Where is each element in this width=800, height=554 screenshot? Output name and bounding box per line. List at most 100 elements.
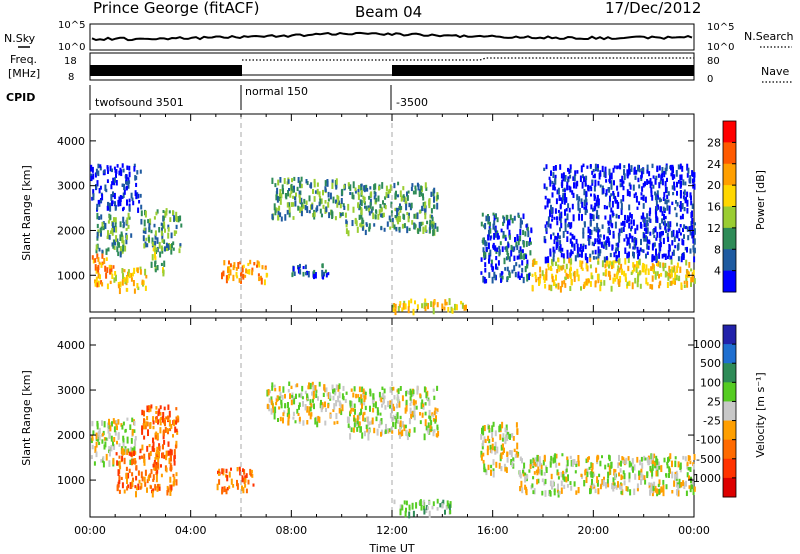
echo-cell — [580, 473, 583, 478]
echo-cell — [428, 500, 430, 505]
echo-cell — [226, 474, 229, 482]
echo-cell — [520, 480, 523, 488]
x-tick-label: 12:00 — [376, 524, 408, 537]
echo-cell — [149, 405, 152, 412]
y-tick-label: 3000 — [57, 384, 85, 397]
echo-cell — [412, 190, 415, 195]
echo-cell — [396, 412, 399, 419]
echo-cell — [511, 461, 514, 468]
echo-cell — [597, 251, 600, 259]
echo-cell — [516, 453, 519, 458]
echo-cell — [634, 175, 637, 180]
echo-cell — [364, 393, 367, 400]
echo-cell — [560, 266, 563, 271]
echo-cell — [564, 218, 567, 223]
echo-cell — [146, 421, 149, 427]
echo-cell — [173, 215, 176, 222]
echo-cell — [662, 479, 665, 485]
echo-cell — [140, 210, 143, 217]
station-title: Prince George (fitACF) — [93, 0, 259, 17]
echo-cell — [362, 195, 365, 200]
echo-cell — [274, 388, 277, 392]
echo-cell — [413, 427, 416, 433]
y-tick-label: 1000 — [57, 474, 85, 487]
echo-cell — [368, 207, 371, 213]
echo-cell — [549, 248, 552, 255]
echo-cell — [630, 227, 632, 232]
echo-cell — [597, 214, 600, 220]
echo-cell — [416, 385, 419, 392]
echo-cell — [387, 400, 390, 408]
echo-cell — [505, 256, 508, 261]
echo-cell — [555, 243, 558, 250]
echo-cell — [548, 176, 551, 180]
echo-cell — [99, 227, 102, 233]
echo-cell — [494, 448, 497, 455]
echo-cell — [133, 288, 136, 294]
echo-cell — [671, 240, 674, 246]
echo-cell — [656, 488, 659, 494]
echo-cell — [612, 167, 615, 173]
echo-cell — [674, 471, 677, 476]
echo-cell — [153, 223, 156, 228]
freq-bar-segment-1 — [90, 65, 242, 76]
echo-cell — [354, 408, 356, 415]
echo-cell — [484, 262, 487, 268]
echo-cell — [534, 463, 537, 467]
echo-cell — [515, 241, 518, 248]
echo-cell — [639, 247, 642, 252]
echo-cell — [584, 194, 587, 202]
echo-cell — [160, 473, 163, 478]
echo-cell — [613, 180, 615, 186]
echo-cell — [620, 485, 623, 491]
echo-cell — [661, 167, 664, 173]
echo-cell — [352, 392, 355, 398]
echo-cell — [359, 426, 362, 433]
echo-cell — [411, 220, 414, 225]
echo-cell — [579, 175, 582, 183]
echo-cell — [168, 457, 171, 465]
echo-cell — [434, 419, 437, 424]
x-tick-label: 16:00 — [477, 524, 509, 537]
echo-cell — [569, 186, 572, 193]
echo-cell — [564, 178, 567, 182]
echo-cell — [292, 195, 295, 199]
echo-cell — [343, 205, 346, 210]
echo-cell — [238, 466, 241, 470]
echo-cell — [687, 235, 690, 241]
echo-cell — [676, 233, 679, 238]
echo-cell — [139, 193, 142, 198]
echo-cell — [579, 260, 582, 268]
echo-cell — [126, 449, 129, 455]
echo-cell — [321, 269, 324, 277]
echo-cell — [614, 249, 617, 254]
echo-cell — [308, 195, 311, 202]
echo-cell — [242, 264, 245, 269]
echo-cell — [98, 427, 101, 434]
echo-cell — [137, 483, 140, 491]
echo-cell — [557, 483, 559, 490]
echo-cell — [591, 170, 594, 175]
echo-cell — [275, 401, 278, 406]
echo-cell — [626, 237, 629, 242]
echo-cell — [581, 214, 583, 221]
echo-cell — [116, 484, 119, 491]
echo-cell — [660, 486, 663, 493]
echo-cell — [391, 430, 394, 434]
echo-cell — [287, 179, 290, 184]
echo-cell — [552, 457, 555, 464]
echo-cell — [509, 433, 511, 440]
echo-cell — [649, 487, 652, 491]
echo-cell — [563, 188, 566, 193]
echo-cell — [358, 421, 361, 426]
echo-cell — [628, 472, 631, 479]
echo-cell — [408, 504, 411, 508]
echo-cell — [648, 239, 651, 243]
echo-cell — [442, 499, 445, 505]
echo-cell — [522, 229, 525, 236]
echo-cell — [549, 210, 551, 218]
echo-cell — [496, 446, 499, 454]
echo-cell — [595, 267, 598, 273]
echo-cell — [646, 282, 649, 286]
echo-cell — [494, 274, 497, 281]
